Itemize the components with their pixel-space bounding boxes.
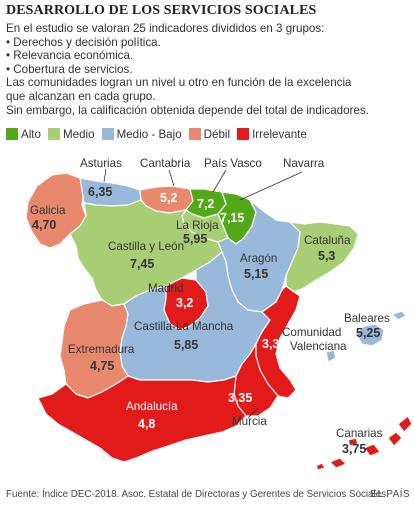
intro-bullet: • Cobertura de servicios. xyxy=(6,62,133,76)
value-navarra: 7,15 xyxy=(220,211,244,225)
value-murcia: 3,35 xyxy=(228,391,252,405)
brand-logo: EL PAÍS xyxy=(370,489,410,500)
legend-label: Irrelevante xyxy=(252,127,307,141)
label-castilla-la-mancha: Castilla-La Mancha xyxy=(134,320,234,333)
value-extremadura: 4,75 xyxy=(90,359,114,373)
source-footer: Fuente: Índice DEC-2018. Asoc. Estatal d… xyxy=(6,489,389,500)
label-canarias: Canarias xyxy=(336,427,383,440)
region-canarias-3 xyxy=(347,437,359,447)
region-canarias-2 xyxy=(329,457,347,469)
value-galicia: 4,70 xyxy=(32,218,56,232)
value-valenciana: 3,3 xyxy=(262,337,279,351)
region-baleares-ibiza xyxy=(325,349,337,363)
label-valenciana: Comunidad xyxy=(282,326,341,339)
label-galicia: Galicia xyxy=(30,204,66,217)
region-baleares xyxy=(355,323,385,347)
label-baleares: Baleares xyxy=(344,312,390,325)
legend-item-alto: Alto xyxy=(6,128,41,141)
value-cataluna: 5,3 xyxy=(318,249,335,263)
label-aragon: Aragón xyxy=(240,252,277,265)
legend-item-debil: Débil xyxy=(188,127,231,141)
value-andalucia: 4,8 xyxy=(138,417,155,431)
legend-label: Débil xyxy=(203,127,231,141)
intro-text: En el estudio se valoran 25 indicadores … xyxy=(6,22,410,117)
label-cataluna: Cataluña xyxy=(304,234,351,247)
leader-line xyxy=(239,171,303,201)
legend-swatch xyxy=(237,128,250,140)
label-murcia: Murcia xyxy=(232,415,267,428)
value-aragon: 5,15 xyxy=(244,267,268,281)
legend-item-medio-bajo: Medio - Bajo xyxy=(101,127,182,141)
label-cantabria: Cantabria xyxy=(140,157,191,170)
region-canarias-6 xyxy=(397,415,413,433)
legend-swatch xyxy=(188,128,201,140)
intro-bullet: • Relevancia económica. xyxy=(6,49,134,63)
legend-label: Alto xyxy=(21,127,41,141)
leader-line xyxy=(103,168,107,183)
value-cantabria: 5,2 xyxy=(160,191,177,205)
label-madrid: Madrid xyxy=(148,282,183,295)
label-asturias: Asturias xyxy=(80,157,122,170)
value-pais-vasco: 7,2 xyxy=(197,197,214,211)
legend-item-medio: Medio xyxy=(47,127,95,141)
intro-line: Las comunidades logran un nivel u otro e… xyxy=(6,76,352,90)
legend-swatch xyxy=(6,128,18,140)
legend-swatch xyxy=(47,128,60,140)
region-canarias-5 xyxy=(387,431,403,447)
value-castilla-la-mancha: 5,85 xyxy=(174,338,198,352)
chart-title: DESARROLLO DE LOS SERVICIOS SOCIALES xyxy=(6,3,317,18)
legend-label: Medio xyxy=(62,127,95,141)
label-valenciana-2: Valenciana xyxy=(290,340,347,353)
label-extremadura: Extremadura xyxy=(68,343,135,356)
value-castilla-leon: 7,45 xyxy=(130,257,154,271)
label-andalucia: Andalucía xyxy=(126,400,178,413)
value-asturias: 6,35 xyxy=(88,185,112,199)
label-pais-vasco: País Vasco xyxy=(204,157,262,170)
region-baleares-menorca xyxy=(391,310,407,321)
region-andalucia xyxy=(37,375,247,463)
label-navarra: Navarra xyxy=(283,157,325,170)
leader-line xyxy=(247,407,259,419)
region-cataluna xyxy=(285,221,359,293)
leader-line xyxy=(168,169,175,187)
value-madrid: 3,2 xyxy=(176,296,193,310)
region-canarias-4 xyxy=(363,443,381,457)
value-canarias: 3,75 xyxy=(342,442,366,456)
region-canarias-1 xyxy=(315,462,326,471)
leader-line xyxy=(212,169,227,193)
legend-item-irrelevante: Irrelevante xyxy=(237,128,307,141)
intro-line: Sin embargo, la calificación obtenida de… xyxy=(6,103,369,117)
value-baleares: 5,25 xyxy=(356,326,380,340)
label-castilla-leon: Castilla y León xyxy=(108,240,184,253)
legend-label: Medio - Bajo xyxy=(116,127,182,141)
intro-line: En el estudio se valoran 25 indicadores … xyxy=(6,22,325,35)
legend-swatch xyxy=(101,128,114,140)
intro-bullet: • Derechos y decisión política. xyxy=(6,35,161,49)
legend: Alto Medio Medio - Bajo Débil Irrelevant… xyxy=(6,127,314,141)
intro-line: que alcanzan en cada grupo. xyxy=(6,89,156,103)
value-la-rioja: 5,95 xyxy=(183,232,207,246)
label-la-rioja: La Rioja xyxy=(176,219,219,232)
